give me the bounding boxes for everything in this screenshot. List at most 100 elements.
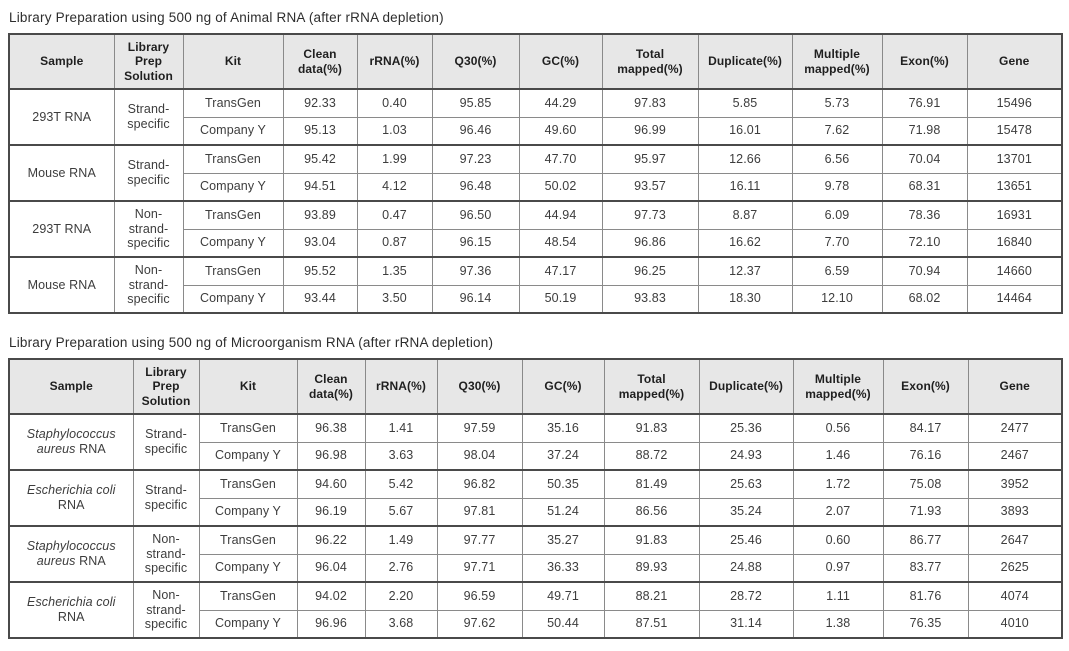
metric-cell: 68.02 <box>881 284 968 314</box>
metric-cell: 7.70 <box>791 228 883 258</box>
species-name: Staphylococcus aureus <box>26 539 116 568</box>
metric-cell: 6.09 <box>791 200 883 230</box>
animal-rna-table: Sample Library Prep Solution Kit Clean data… <box>8 33 1063 314</box>
metric-cell: 70.04 <box>881 144 968 174</box>
metric-cell: 96.46 <box>431 116 520 146</box>
metric-cell: 4.12 <box>356 172 433 202</box>
metric-cell: 5.42 <box>364 469 438 499</box>
kit-cell: TransGen <box>198 525 298 555</box>
sample-cell: Mouse RNA <box>8 256 115 314</box>
table-row: Company Y 93.04 0.87 96.15 48.54 96.86 16.62 7.… <box>9 228 1063 258</box>
metric-cell: 95.97 <box>601 144 699 174</box>
metric-cell: 93.83 <box>601 284 699 314</box>
sample-cell: 293T RNA <box>8 200 115 258</box>
metric-cell: 83.77 <box>882 553 969 583</box>
metric-cell: 96.50 <box>431 200 520 230</box>
metric-cell: 0.40 <box>356 88 433 118</box>
kit-cell: TransGen <box>182 88 284 118</box>
column-header: Sample <box>8 358 134 415</box>
metric-cell: 13651 <box>966 172 1063 202</box>
sample-cell: Mouse RNA <box>8 144 115 202</box>
metric-cell: 86.77 <box>882 525 969 555</box>
header-row: Sample Library Prep Solution Kit Clean data… <box>8 358 1063 415</box>
kit-cell: TransGen <box>182 144 284 174</box>
metric-cell: 78.36 <box>881 200 968 230</box>
metric-cell: 14660 <box>966 256 1063 286</box>
column-header: Clean data(%) <box>296 358 366 415</box>
species-name: Staphylococcus aureus <box>26 427 116 456</box>
metric-cell: 2467 <box>967 441 1063 471</box>
metric-cell: 4074 <box>967 581 1063 611</box>
metric-cell: 14464 <box>966 284 1063 314</box>
library-prep-cell: Non-strand-specific <box>132 581 200 639</box>
table-row: Mouse RNA Non-strand-specific TransGen 95.5… <box>8 256 1063 314</box>
column-header: Q30(%) <box>436 358 523 415</box>
metric-cell: 93.89 <box>282 200 358 230</box>
metric-cell: 4010 <box>967 609 1063 639</box>
metric-cell: 0.56 <box>792 413 884 443</box>
library-prep-cell: Non-strand-specific <box>113 256 184 314</box>
library-prep-cell: Strand-specific <box>132 413 200 471</box>
metric-cell: 18.30 <box>697 284 793 314</box>
metric-cell: 47.17 <box>518 256 603 286</box>
column-header: Library Prep Solution <box>113 33 184 90</box>
table-row: Mouse RNA Strand-specific TransGen 95.42 1.9… <box>8 144 1063 202</box>
column-header: Total mapped(%) <box>601 33 699 90</box>
library-prep-cell: Strand-specific <box>113 88 184 146</box>
table-row: Escherichia coli RNA Non-strand-specific T… <box>8 581 1063 639</box>
metric-cell: 76.91 <box>881 88 968 118</box>
metric-cell: 96.19 <box>296 497 366 527</box>
metric-cell: 1.46 <box>792 441 884 471</box>
library-prep-cell: Non-strand-specific <box>113 200 184 258</box>
metric-cell: 47.70 <box>518 144 603 174</box>
metric-cell: 1.38 <box>792 609 884 639</box>
kit-cell: Company Y <box>182 228 284 258</box>
column-header: Clean data(%) <box>282 33 358 90</box>
metric-cell: 2647 <box>967 525 1063 555</box>
column-header: Gene <box>966 33 1063 90</box>
metric-cell: 16.11 <box>697 172 793 202</box>
metric-cell: 37.24 <box>521 441 605 471</box>
metric-cell: 95.13 <box>282 116 358 146</box>
metric-cell: 98.04 <box>436 441 523 471</box>
metric-cell: 5.67 <box>364 497 438 527</box>
metric-cell: 8.87 <box>697 200 793 230</box>
metric-cell: 31.14 <box>698 609 794 639</box>
library-prep-cell: Non-strand-specific <box>132 525 200 583</box>
metric-cell: 5.85 <box>697 88 793 118</box>
column-header: Sample <box>8 33 115 90</box>
metric-cell: 97.77 <box>436 525 523 555</box>
metric-cell: 81.49 <box>603 469 700 499</box>
table-row: Staphylococcus aureus RNA Strand-specific… <box>8 413 1063 471</box>
metric-cell: 97.71 <box>436 553 523 583</box>
metric-cell: 24.93 <box>698 441 794 471</box>
metric-cell: 0.97 <box>792 553 884 583</box>
metric-cell: 50.02 <box>518 172 603 202</box>
metric-cell: 1.11 <box>792 581 884 611</box>
metric-cell: 7.62 <box>791 116 883 146</box>
metric-cell: 95.52 <box>282 256 358 286</box>
column-header: GC(%) <box>521 358 605 415</box>
metric-cell: 97.83 <box>601 88 699 118</box>
table-row: Staphylococcus aureus RNA Non-strand-spec… <box>8 525 1063 583</box>
metric-cell: 2.07 <box>792 497 884 527</box>
table-row: Company Y 96.04 2.76 97.71 36.33 89.93 24.88 0.… <box>9 553 1063 583</box>
metric-cell: 88.72 <box>603 441 700 471</box>
table-row: 293T RNA Non-strand-specific TransGen 93.89… <box>8 200 1063 258</box>
metric-cell: 6.56 <box>791 144 883 174</box>
metric-cell: 2625 <box>967 553 1063 583</box>
metric-cell: 84.17 <box>882 413 969 443</box>
metric-cell: 92.33 <box>282 88 358 118</box>
metric-cell: 1.99 <box>356 144 433 174</box>
metric-cell: 95.85 <box>431 88 520 118</box>
metric-cell: 25.63 <box>698 469 794 499</box>
metric-cell: 15496 <box>966 88 1063 118</box>
metric-cell: 12.10 <box>791 284 883 314</box>
metric-cell: 76.16 <box>882 441 969 471</box>
metric-cell: 97.59 <box>436 413 523 443</box>
metric-cell: 13701 <box>966 144 1063 174</box>
table-row: Escherichia coli RNA Strand-specific Trans… <box>8 469 1063 527</box>
metric-cell: 96.99 <box>601 116 699 146</box>
column-header: Total mapped(%) <box>603 358 700 415</box>
metric-cell: 3893 <box>967 497 1063 527</box>
